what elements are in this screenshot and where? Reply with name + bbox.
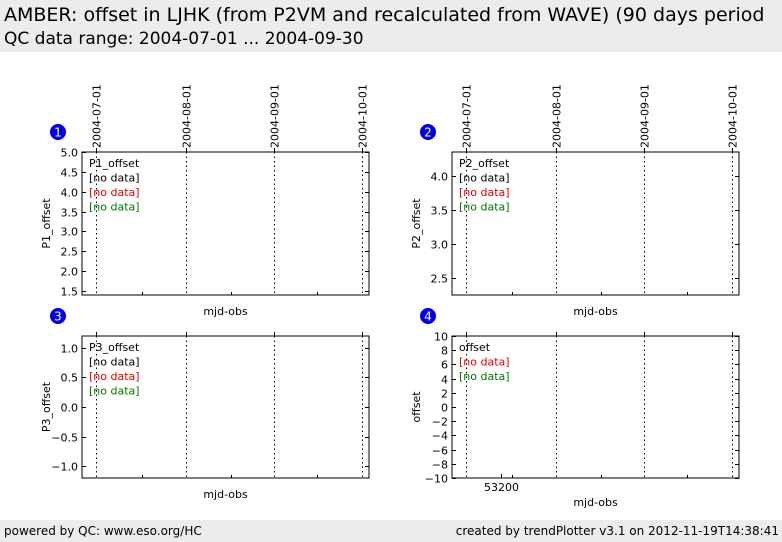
legend-entry: [no data] [89,201,140,214]
y-axis-label: P2_offset [410,198,423,249]
y-tick-label: 6 [441,359,448,372]
y-tick-label: 2 [441,388,448,401]
panel-number-label: 2 [424,126,432,140]
y-tick-label: 4.0 [61,187,79,200]
footer-credit: powered by QC: www.eso.org/HC [4,524,202,538]
legend-entry: [no data] [89,370,140,383]
y-tick-label: 3.5 [431,205,449,218]
x-axis-label: mjd-obs [203,305,248,318]
x-axis-label: mjd-obs [573,305,618,318]
y-tick-label: −4 [432,430,448,443]
y-tick-label: 8 [441,345,448,358]
x-axis-label: mjd-obs [573,496,618,509]
legend-entry: [no data] [459,186,510,199]
panel-number-marker [420,308,436,324]
page-title: AMBER: offset in LJHK (from P2VM and rec… [4,4,765,26]
y-tick-label: 0.0 [61,402,79,415]
y-tick-label: 3.0 [431,239,449,252]
legend-entry: [no data] [89,172,140,185]
footer-bar: powered by QC: www.eso.org/HC created by… [0,520,782,542]
plot-frame [81,151,370,296]
date-tick-label: 2004-08-01 [551,84,564,148]
legend-entry: [no data] [459,356,510,369]
legend-entry: [no data] [89,186,140,199]
date-tick-label: 2004-10-01 [727,84,740,148]
x-axis-label: mjd-obs [203,488,248,501]
y-tick-label: 4.5 [61,167,79,180]
legend-entry: P3_offset [89,341,140,354]
panel-number-label: 1 [54,126,62,140]
y-tick-label: −8 [432,459,448,472]
mjd-tick-label: 53200 [484,481,519,494]
y-tick-label: 10 [434,331,448,344]
y-axis-label: P3_offset [40,381,53,432]
header-bar: AMBER: offset in LJHK (from P2VM and rec… [0,0,782,52]
date-tick-label: 2004-07-01 [91,84,104,148]
panel-number-marker [50,308,66,324]
y-tick-label: 4.0 [431,171,449,184]
legend-entry: [no data] [89,356,140,369]
y-tick-label: 2.0 [61,266,79,279]
legend-entry: [no data] [459,172,510,185]
y-tick-label: 5.0 [61,147,79,160]
date-tick-label: 2004-09-01 [639,84,652,148]
y-tick-label: 0.5 [61,372,79,385]
y-tick-label: −2 [432,416,448,429]
panel-number-label: 4 [424,310,432,324]
date-tick-label: 2004-10-01 [357,84,370,148]
date-tick-label: 2004-07-01 [461,84,474,148]
y-tick-label: −10 [425,473,448,486]
y-tick-label: 3.5 [61,207,79,220]
legend-entry: [no data] [459,201,510,214]
y-axis-label: P1_offset [40,198,53,249]
y-tick-label: 3.0 [61,226,79,239]
y-tick-label: 2.5 [431,273,449,286]
y-tick-label: 1.5 [61,286,79,299]
date-tick-label: 2004-08-01 [181,84,194,148]
legend-entry: P1_offset [89,157,140,170]
y-tick-label: −1.0 [51,461,78,474]
y-tick-label: −6 [432,445,448,458]
y-tick-label: 4 [441,374,448,387]
y-axis-label: offset [410,391,423,423]
legend-entry: P2_offset [459,157,510,170]
footer-generator: created by trendPlotter v3.1 on 2012-11-… [455,524,779,538]
legend-entry: [no data] [89,385,140,398]
y-tick-label: 2.5 [61,246,79,259]
y-tick-label: 1.0 [61,343,79,356]
date-tick-label: 2004-09-01 [269,84,282,148]
page-subtitle: QC data range: 2004-07-01 ... 2004-09-30 [4,29,364,49]
legend-entry: offset [459,341,491,354]
y-tick-label: 0 [441,402,448,415]
y-tick-label: −0.5 [51,432,78,445]
legend-entry: [no data] [459,370,510,383]
panel-number-marker [420,124,436,140]
panel-number-label: 3 [54,310,62,324]
plot-frame [451,151,740,296]
panel-number-marker [50,124,66,140]
